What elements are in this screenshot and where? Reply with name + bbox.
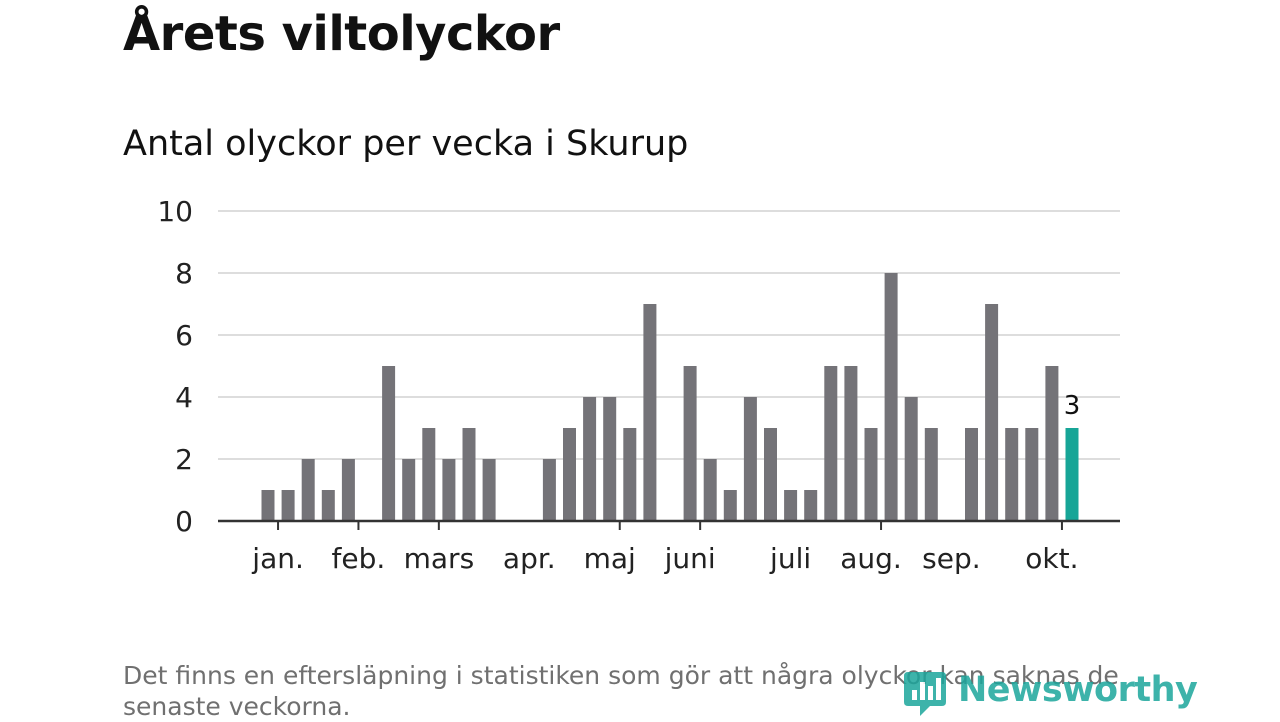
- bar: [643, 304, 657, 521]
- bar: [1045, 366, 1059, 521]
- bar: [864, 428, 878, 521]
- y-tick-label: 4: [175, 381, 193, 414]
- bar: [884, 273, 898, 521]
- x-month-label: mars: [404, 542, 475, 575]
- bar: [924, 428, 938, 521]
- y-tick-label: 10: [157, 195, 193, 228]
- x-month-label: juni: [664, 542, 716, 575]
- y-axis-tick-labels: 0 2 4 6 8 10: [157, 195, 193, 538]
- bar: [603, 397, 617, 521]
- x-month-label: jan.: [251, 542, 304, 575]
- chart-title: Årets viltolyckor: [123, 6, 560, 62]
- x-month-label: sep.: [922, 542, 981, 575]
- bar: [1025, 428, 1039, 521]
- y-tick-label: 2: [175, 443, 193, 476]
- x-month-label: juli: [769, 542, 811, 575]
- bar: [764, 428, 777, 521]
- bar: [985, 304, 999, 521]
- bar: [341, 459, 355, 521]
- bar-highlight: [1065, 428, 1079, 521]
- bar: [965, 428, 978, 521]
- bar: [542, 459, 556, 521]
- bar: [563, 428, 576, 521]
- annotations: 3: [1064, 391, 1081, 421]
- x-month-label: apr.: [503, 542, 556, 575]
- bar: [402, 459, 416, 521]
- bar: [462, 428, 476, 521]
- bar: [301, 459, 315, 521]
- bar: [382, 366, 396, 521]
- newsworthy-logo-icon: [904, 672, 946, 716]
- bar: [804, 490, 818, 521]
- bar: [904, 397, 918, 521]
- y-tick-label: 8: [175, 257, 193, 290]
- bar: [844, 366, 858, 521]
- x-axis-month-labels: jan. feb. mars apr. maj juni juli aug. sep. okt.: [251, 542, 1078, 575]
- bar: [824, 366, 838, 521]
- bar: [321, 490, 335, 521]
- footnote: Det finns en eftersläpning i statistiken…: [123, 661, 1119, 721]
- newsworthy-logo: Newsworthy: [900, 668, 1198, 720]
- x-month-label: feb.: [332, 542, 386, 575]
- x-month-label: aug.: [840, 542, 902, 575]
- bar: [703, 459, 717, 521]
- bar: [784, 490, 798, 521]
- x-month-label: okt.: [1025, 542, 1078, 575]
- bar: [743, 397, 757, 521]
- highlight-data-label: 3: [1064, 391, 1081, 421]
- x-month-label: maj: [584, 542, 636, 575]
- y-tick-label: 6: [175, 319, 193, 352]
- bar: [281, 490, 295, 521]
- bar: [683, 366, 697, 521]
- y-tick-label: 0: [175, 505, 193, 538]
- bar: [723, 490, 737, 521]
- logo-text: Newsworthy: [958, 670, 1198, 710]
- bar-chart: 0 2 4 6 8 10 jan. feb. mars apr. maj juni juli aug. s…: [157, 195, 1120, 575]
- chart-subtitle: Antal olyckor per vecka i Skurup: [123, 124, 689, 164]
- bar: [1005, 428, 1019, 521]
- bars: [261, 273, 1079, 521]
- bar: [583, 397, 597, 521]
- bar: [482, 459, 496, 521]
- x-axis: [218, 519, 1120, 530]
- bar: [422, 428, 436, 521]
- gridlines: [218, 210, 1120, 460]
- bar: [442, 459, 456, 521]
- bar: [623, 428, 637, 521]
- bar: [261, 490, 275, 521]
